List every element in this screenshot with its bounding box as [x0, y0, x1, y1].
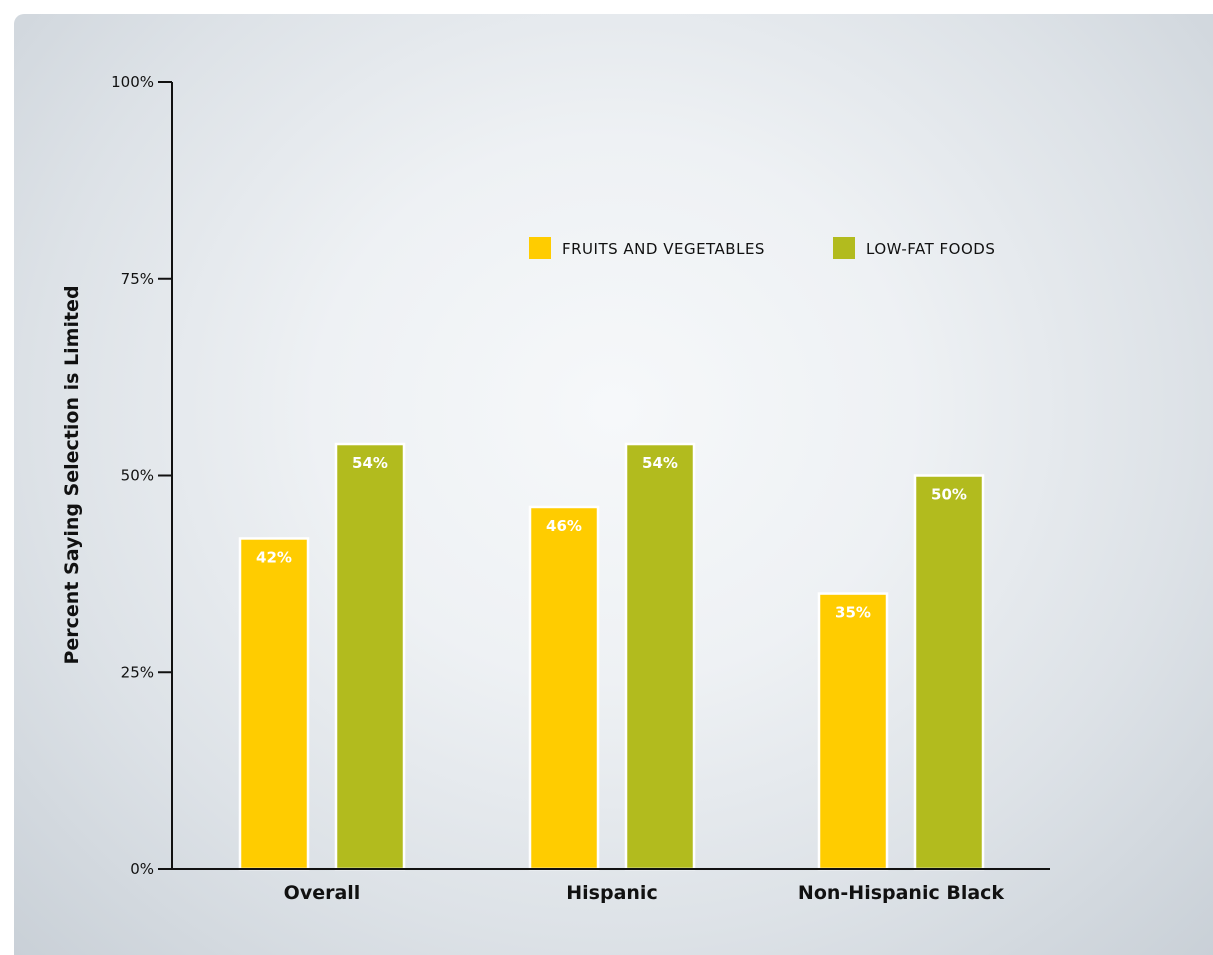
- bar: [626, 444, 694, 869]
- legend-label: LOW-FAT FOODS: [866, 240, 995, 258]
- y-tick-label: 0%: [130, 860, 154, 878]
- legend-swatch: [529, 237, 551, 259]
- y-axis: 0% 25% 50% 75% 100%: [111, 73, 172, 878]
- bar: [915, 476, 983, 870]
- bar: [819, 594, 887, 869]
- y-tick-label: 75%: [121, 270, 154, 288]
- y-axis-title: Percent Saying Selection is Limited: [61, 285, 83, 664]
- y-tick-label: 50%: [121, 467, 154, 485]
- bar: [240, 538, 308, 869]
- data-label: 54%: [352, 454, 388, 472]
- data-label: 46%: [546, 517, 582, 535]
- x-tick-label: Hispanic: [566, 882, 657, 904]
- legend-label: FRUITS AND VEGETABLES: [562, 240, 765, 258]
- bar: [530, 507, 598, 869]
- bar: [336, 444, 404, 869]
- y-tick-label: 100%: [111, 73, 154, 91]
- chart-panel: 0% 25% 50% 75% 100% 42% 54% 46% 54% 35% 50% Overa…: [14, 14, 1213, 955]
- bars: 42% 54% 46% 54% 35% 50%: [240, 444, 983, 869]
- data-label: 54%: [642, 454, 678, 472]
- x-tick-label: Overall: [284, 882, 361, 904]
- legend: FRUITS AND VEGETABLES LOW-FAT FOODS: [529, 237, 995, 259]
- data-label: 50%: [931, 486, 967, 504]
- data-label: 42%: [256, 548, 292, 566]
- legend-swatch: [833, 237, 855, 259]
- data-label: 35%: [835, 604, 871, 622]
- y-tick-label: 25%: [121, 663, 154, 681]
- bar-chart: 0% 25% 50% 75% 100% 42% 54% 46% 54% 35% 50% Overa…: [14, 14, 1213, 955]
- x-tick-label: Non-Hispanic Black: [798, 882, 1005, 904]
- x-axis: Overall Hispanic Non-Hispanic Black: [172, 869, 1050, 904]
